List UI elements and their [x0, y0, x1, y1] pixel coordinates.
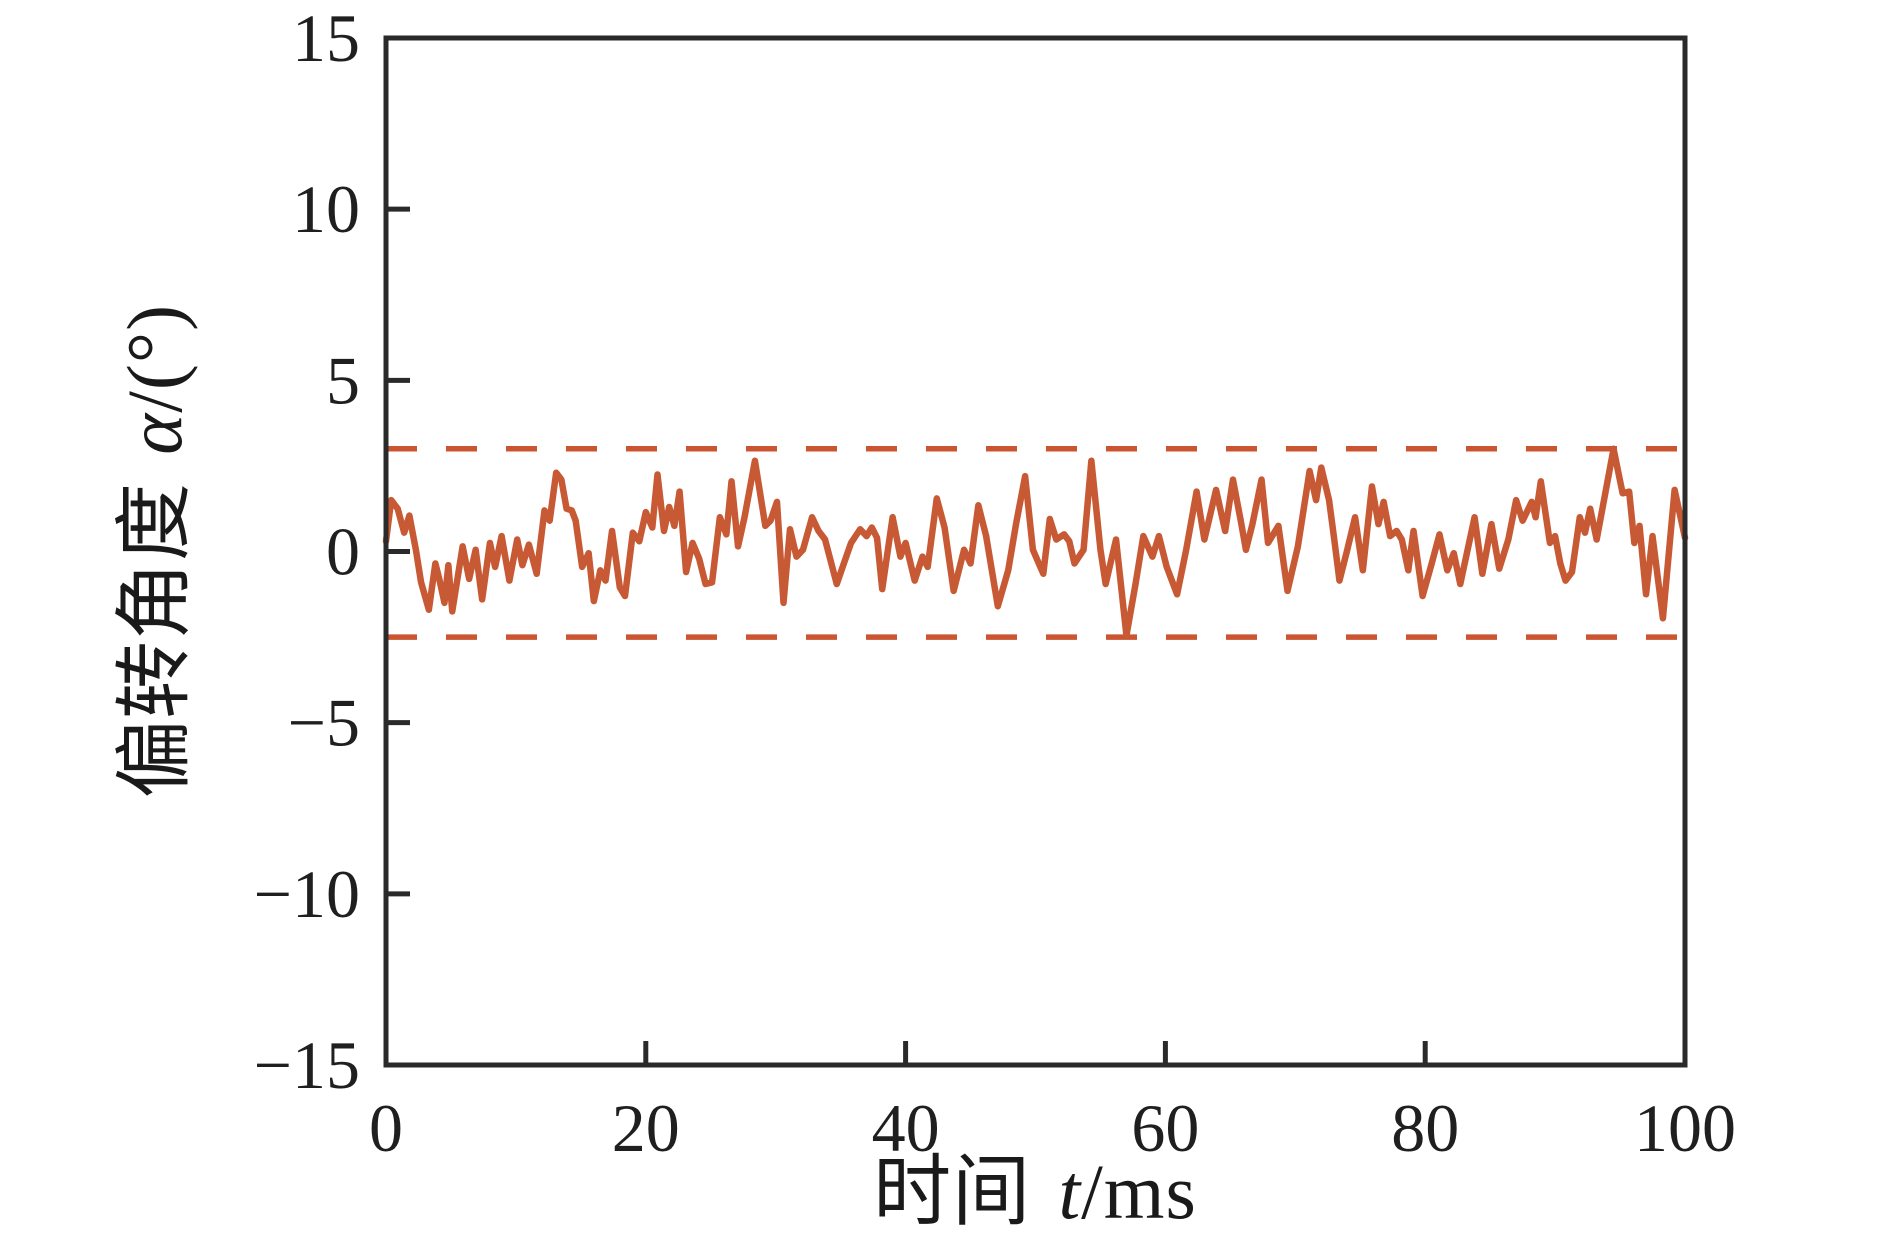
x-tick-label: 60	[1131, 1090, 1199, 1166]
y-tick-label: 10	[292, 171, 360, 247]
y-tick-label: −15	[254, 1027, 360, 1103]
y-tick-label: 0	[326, 514, 360, 590]
x-axis-label-variable: t	[1058, 1148, 1082, 1235]
x-tick-label: 100	[1634, 1090, 1736, 1166]
y-axis-label-unit: /(°)	[111, 303, 198, 413]
y-tick-label: 5	[326, 342, 360, 418]
x-tick-label: 20	[612, 1090, 680, 1166]
series-line-0	[382, 445, 1689, 639]
y-axis-label-cjk: 偏转角度	[111, 482, 198, 799]
x-tick-label: 0	[369, 1090, 403, 1166]
y-axis-label-variable: α	[111, 412, 198, 455]
x-tick-label: 40	[872, 1090, 940, 1166]
x-axis-label: 时间 t/ms	[873, 1129, 1197, 1241]
y-axis-label: 偏转角度 α/(°)	[92, 304, 204, 798]
y-tick-label: −5	[288, 685, 360, 761]
x-axis-label-unit: /ms	[1081, 1148, 1197, 1235]
x-axis-label-cjk: 时间	[873, 1148, 1032, 1235]
x-tick-label: 80	[1391, 1090, 1459, 1166]
y-tick-label: 15	[292, 0, 360, 76]
y-tick-label: −10	[254, 856, 360, 932]
